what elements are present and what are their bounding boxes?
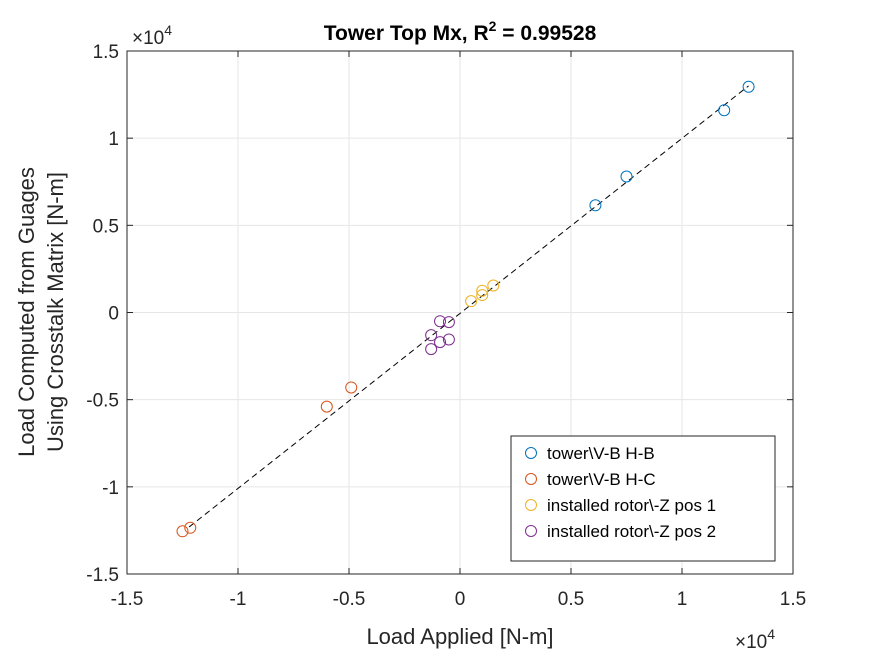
legend-label: installed rotor\-Z pos 1 — [547, 496, 716, 515]
x-tick-label: -1 — [230, 589, 247, 610]
data-point — [620, 170, 633, 183]
chart-title: Tower Top Mx, R2 = 0.99528 — [324, 18, 597, 45]
y-exponent-power: 4 — [164, 22, 172, 38]
data-point — [434, 315, 447, 328]
data-point — [476, 284, 489, 297]
legend-marker — [525, 499, 537, 511]
x-tick-label: -1.5 — [111, 589, 144, 610]
data-point — [742, 80, 755, 93]
data-point — [434, 336, 447, 349]
x-tick-label: -0.5 — [333, 589, 366, 610]
legend-label: installed rotor\-Z pos 2 — [547, 522, 716, 541]
fit-line — [188, 85, 749, 528]
data-point — [476, 289, 489, 302]
legend-marker — [525, 525, 537, 537]
x-exponent-label: ×104 — [735, 626, 775, 653]
y-exponent-label: ×104 — [132, 22, 172, 49]
y-tick-label: -1.5 — [86, 565, 119, 586]
x-tick-label: 1.5 — [780, 589, 806, 610]
legend-marker — [525, 473, 537, 485]
axis-ticks: -1.5 -1 -0.5 0 0.5 1 1.5 -1.5 -1 -0.5 0 0.5 1 1.5 — [86, 42, 806, 610]
y-axis-label-line1: Load Computed from Guages — [14, 167, 39, 457]
chart-title-tail: = 0.99528 — [496, 22, 596, 45]
y-tick-label: 1.5 — [93, 42, 119, 63]
legend-label: tower\V-B H-B — [547, 444, 655, 463]
y-axis-label-line2: Using Crosstalk Matrix [N-m] — [43, 172, 68, 452]
legend-box — [510, 435, 776, 562]
data-point — [425, 343, 438, 356]
data-point — [465, 295, 478, 308]
y-tick-label: 0 — [108, 304, 119, 325]
legend-label: tower\V-B H-C — [547, 470, 656, 489]
x-tick-label: 0 — [455, 589, 466, 610]
data-points — [176, 80, 755, 538]
legend: tower\V-B H-B tower\V-B H-C installed roto… — [510, 435, 776, 562]
legend-marker — [525, 447, 537, 459]
x-exponent-base: ×10 — [735, 632, 767, 653]
x-tick-label: 1 — [677, 589, 688, 610]
data-point — [442, 333, 455, 346]
x-axis-label: Load Applied [N-m] — [366, 624, 553, 649]
y-tick-label: 1 — [108, 129, 119, 150]
data-point — [345, 381, 358, 394]
data-point — [425, 329, 438, 342]
x-exponent-power: 4 — [767, 626, 775, 642]
data-point — [442, 316, 455, 329]
data-point — [718, 104, 731, 117]
y-tick-label: 0.5 — [93, 216, 119, 237]
data-point — [176, 525, 189, 538]
data-point — [589, 199, 602, 212]
chart-title-main: Tower Top Mx, R — [324, 22, 489, 45]
data-point — [184, 521, 197, 534]
x-tick-label: 0.5 — [558, 589, 584, 610]
y-tick-label: -0.5 — [86, 391, 119, 412]
data-point — [487, 279, 500, 292]
y-tick-label: -1 — [102, 478, 119, 499]
data-point — [320, 400, 333, 413]
chart-title-superscript: 2 — [489, 18, 497, 34]
grid — [127, 51, 793, 574]
y-exponent-base: ×10 — [132, 28, 164, 49]
